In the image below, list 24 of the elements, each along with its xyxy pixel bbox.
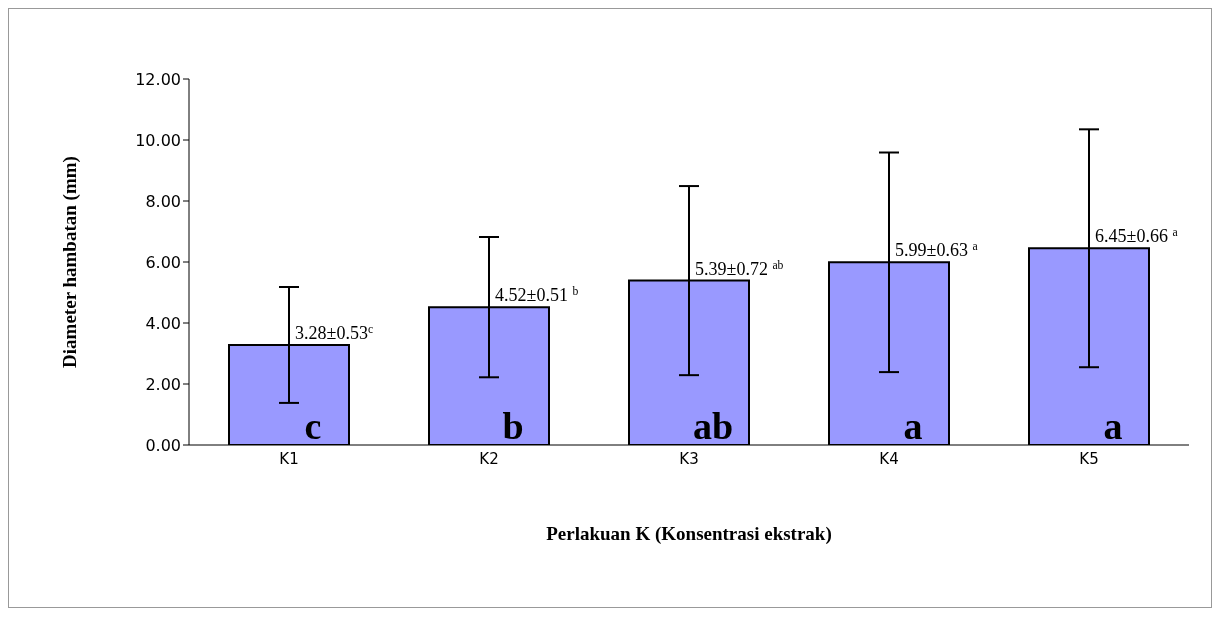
y-tick-label: 10.00	[135, 130, 181, 150]
annotation: c	[304, 405, 322, 447]
x-tick-label: K5	[1079, 449, 1099, 468]
y-axis-title: Diameter hambatan (mm)	[58, 156, 81, 368]
y-tick-label: 6.00	[145, 252, 181, 272]
annotation: b	[502, 405, 524, 447]
y-tick-label: 2.00	[145, 374, 181, 394]
annotation: a	[903, 405, 923, 447]
x-tick-label: K1	[279, 449, 299, 468]
data-label: 4.52±0.51 $^{b}$	[495, 284, 579, 306]
annotation: ab	[692, 405, 734, 447]
data-label: 5.39±0.72 $^{ab}$	[695, 258, 784, 279]
x-tick-label: K4	[879, 449, 899, 468]
data-label: 5.99±0.63 $^{a}$	[895, 239, 979, 261]
y-tick-label: 8.00	[145, 191, 181, 211]
data-label: 3.28±0.53$^{c}$	[295, 322, 374, 343]
x-tick-label: K3	[679, 449, 699, 468]
y-tick-label: 0.00	[145, 435, 181, 455]
data-label: 6.45±0.66 $^{a}$	[1095, 225, 1179, 247]
x-tick-label: K2	[479, 449, 499, 468]
x-axis-title: Perlakuan K (Konsentrasi ekstrak)	[546, 523, 832, 545]
y-tick-label: 4.00	[145, 313, 181, 333]
y-tick-label: 12.00	[135, 69, 181, 89]
annotation: a	[1103, 405, 1123, 447]
